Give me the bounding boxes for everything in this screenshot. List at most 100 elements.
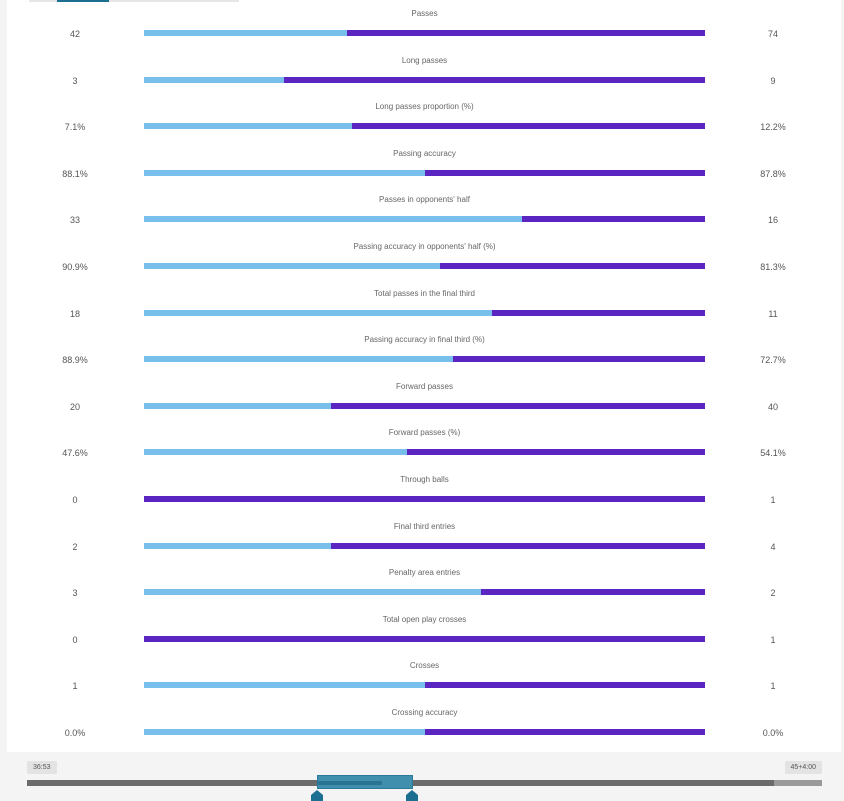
stat-home-value: 88.1%: [62, 168, 88, 179]
stat-row: Long passes 3 9: [0, 56, 844, 96]
stat-comparison-bar: [144, 216, 705, 223]
stat-away-value: 16: [767, 215, 778, 226]
stat-comparison-bar: [144, 729, 705, 735]
timeline-selection-fill: [318, 781, 382, 785]
stat-comparison-bar: [144, 635, 705, 642]
stat-comparison-bar: [144, 263, 705, 269]
stat-row: Passing accuracy in final third (%) 88.9%…: [0, 335, 844, 375]
stat-row: Total open play crosses 0 1: [0, 615, 844, 655]
stat-home-bar: [144, 169, 425, 176]
stat-comparison-bar: [144, 449, 705, 456]
stat-home-bar: [144, 449, 407, 456]
stat-home-bar: [144, 30, 348, 36]
stat-home-bar: [144, 216, 522, 223]
stat-label: Final third entries: [393, 521, 456, 531]
stat-away-value: 87.8%: [760, 168, 786, 179]
stat-home-value: 2: [72, 541, 78, 552]
stat-label: Passing accuracy in opponents' half (%): [353, 242, 496, 251]
stat-label: Through balls: [400, 475, 449, 484]
stat-away-value: 0.0%: [762, 728, 784, 738]
stat-home-value: 33: [69, 215, 80, 226]
stat-home-value: 90.9%: [62, 262, 88, 272]
stat-comparison-bar: [144, 169, 705, 176]
stat-away-value: 4: [770, 541, 776, 552]
stat-home-value: 20: [69, 401, 80, 412]
stat-home-value: 0: [72, 495, 78, 505]
stat-row: Final third entries 2 4: [0, 522, 844, 562]
stat-row: Crosses 1 1: [0, 661, 844, 701]
stat-comparison-bar: [144, 682, 705, 689]
stat-row: Through balls 0 1: [0, 475, 844, 515]
tab-bar: [29, 0, 239, 2]
stat-label: Passing accuracy: [393, 148, 456, 158]
stat-home-value: 7.1%: [64, 122, 86, 133]
stat-away-value: 2: [770, 588, 776, 599]
stat-row: Long passes proportion (%) 7.1% 12.2%: [0, 102, 844, 142]
stat-row: Penalty area entries 3 2: [0, 568, 844, 608]
stat-comparison-bar: [144, 30, 705, 36]
stat-away-value: 11: [768, 308, 778, 319]
stat-row: Forward passes 20 40: [0, 382, 844, 422]
stat-label: Total open play crosses: [382, 614, 467, 624]
stat-home-bar: [144, 589, 481, 596]
stat-away-value: 1: [770, 495, 776, 505]
stat-home-value: 42: [69, 29, 80, 39]
stat-home-value: 3: [72, 75, 78, 86]
stat-home-value: 18: [69, 308, 80, 319]
stat-home-bar: [144, 729, 425, 735]
stat-comparison-bar: [144, 589, 705, 596]
stat-home-bar: [144, 263, 441, 269]
stat-label: Passes in opponents' half: [379, 195, 470, 205]
stat-row: Passing accuracy in opponents' half (%) 9…: [0, 242, 844, 282]
stat-home-value: 3: [72, 588, 78, 599]
stat-row: Crossing accuracy 0.0% 0.0%: [0, 708, 844, 748]
stat-comparison-bar: [144, 496, 705, 502]
timeline-track[interactable]: [27, 780, 822, 786]
stat-home-bar: [144, 402, 331, 409]
stat-home-bar: [144, 356, 453, 363]
stat-row: Passing accuracy 88.1% 87.8%: [0, 149, 844, 189]
stat-away-value: 1: [770, 634, 776, 645]
stat-row: Forward passes (%) 47.6% 54.1%: [0, 428, 844, 468]
stat-home-value: 47.6%: [62, 448, 88, 459]
timeline-end-time: 45+4:00: [784, 761, 822, 774]
stat-home-value: 88.9%: [62, 355, 88, 366]
timeline-start-handle[interactable]: [311, 790, 323, 801]
stat-label: Long passes: [401, 55, 448, 65]
stat-label: Forward passes: [396, 381, 453, 391]
stat-comparison-bar: [144, 356, 705, 363]
stat-label: Crosses: [409, 661, 440, 671]
stat-away-value: 81.3%: [760, 262, 786, 272]
stat-comparison-bar: [144, 309, 705, 316]
stat-away-value: 40: [767, 401, 778, 412]
stat-home-bar: [144, 76, 285, 83]
stat-away-value: 9: [770, 75, 776, 86]
stat-comparison-bar: [144, 542, 705, 549]
stat-row: Passes in opponents' half 33 16: [0, 195, 844, 235]
stat-row: Total passes in the final third 18 11: [0, 289, 844, 329]
stat-label: Long passes proportion (%): [375, 102, 474, 112]
stat-away-value: 1: [770, 681, 776, 692]
stat-home-bar: [144, 309, 493, 316]
timeline-start-time: 36:53: [27, 761, 57, 774]
stat-label: Forward passes (%): [388, 428, 461, 438]
timeline-track-end: [774, 780, 822, 786]
stat-comparison-bar: [144, 123, 705, 130]
stat-label: Passing accuracy in final third (%): [364, 335, 485, 345]
stat-label: Crossing accuracy: [391, 708, 458, 717]
stat-home-bar: [144, 682, 425, 689]
stat-away-value: 72.7%: [760, 355, 786, 366]
stat-away-value: 12.2%: [760, 122, 786, 133]
tab-active-indicator[interactable]: [57, 0, 109, 2]
timeline-selection-range[interactable]: [317, 775, 413, 789]
timeline-end-handle[interactable]: [406, 790, 418, 801]
stat-comparison-bar: [144, 402, 705, 409]
stat-label: Total passes in the final third: [374, 288, 475, 298]
stat-away-value: 74: [767, 29, 778, 39]
stat-home-value: 1: [72, 681, 78, 692]
stat-label: Penalty area entries: [388, 568, 461, 578]
timeline-scrubber: 36:53 45+4:00: [7, 752, 841, 801]
stat-row: Passes 42 74: [0, 9, 844, 49]
stat-away-value: 54.1%: [760, 448, 786, 459]
